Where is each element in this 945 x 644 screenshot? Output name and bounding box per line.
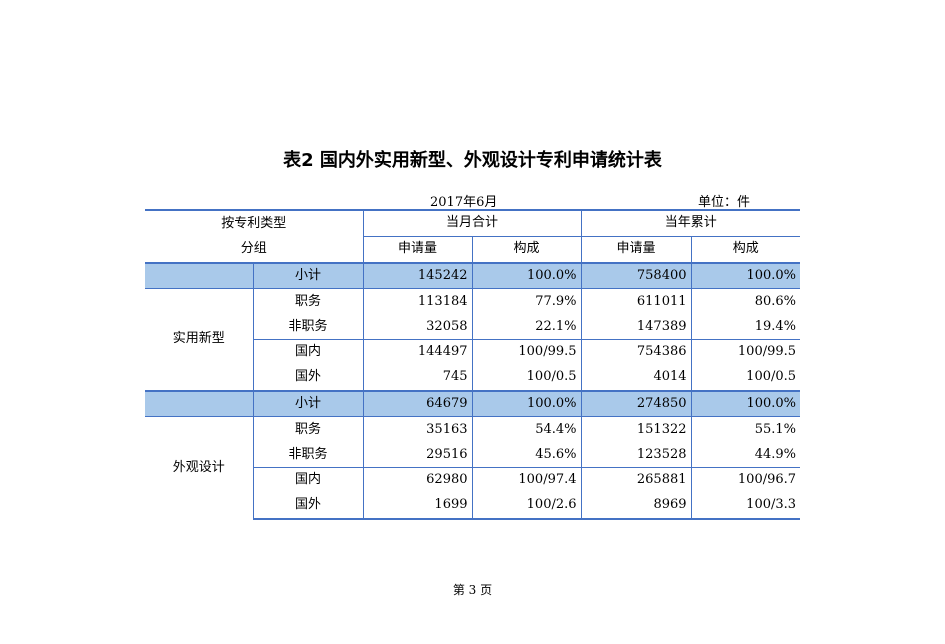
month-applications: 32058 <box>362 314 473 340</box>
month-applications: 62980 <box>362 466 473 493</box>
row-label: 职务 <box>252 288 364 315</box>
year-applications: 4014 <box>580 364 692 391</box>
group-header-line1: 按专利类型 <box>145 208 364 237</box>
section-name: 外观设计 <box>145 416 253 519</box>
month-applications: 145242 <box>362 261 473 289</box>
year-applications: 147389 <box>580 314 692 340</box>
year-applications: 274850 <box>580 389 692 417</box>
unit-label: 单位：件 <box>698 195 751 210</box>
month-applications: 1699 <box>362 492 473 520</box>
year-applications: 8969 <box>580 492 692 520</box>
row-label: 国内 <box>252 466 364 493</box>
month-composition: 100/97.4 <box>471 466 582 493</box>
year-composition: 100.0% <box>690 389 801 417</box>
month-applications: 144497 <box>362 338 473 365</box>
row-label: 小计 <box>252 389 364 417</box>
year-applications: 151322 <box>580 416 692 443</box>
year-composition: 100/99.5 <box>690 338 801 365</box>
year-composition: 80.6% <box>690 288 801 315</box>
month-composition: 100.0% <box>471 261 582 289</box>
month-composition-header: 构成 <box>471 235 582 263</box>
year-applications: 754386 <box>580 338 692 365</box>
row-label: 非职务 <box>252 442 364 468</box>
month-composition: 54.4% <box>471 416 582 443</box>
row-label: 小计 <box>252 261 364 289</box>
year-applications-header: 申请量 <box>580 235 692 263</box>
year-applications: 758400 <box>580 261 692 289</box>
year-applications: 265881 <box>580 466 692 493</box>
row-label: 国外 <box>252 364 364 391</box>
year-composition: 55.1% <box>690 416 801 443</box>
row-label: 国内 <box>252 338 364 365</box>
year-composition: 19.4% <box>690 314 801 340</box>
statistics-table: 按专利类型 当月合计 当年累计 分组 申请量 构成 申请量 构成 小计 1452… <box>145 208 801 520</box>
row-label: 职务 <box>252 416 364 443</box>
month-composition: 100/0.5 <box>471 364 582 391</box>
page-number: 第 3 页 <box>452 583 493 597</box>
year-composition: 44.9% <box>690 442 801 468</box>
month-composition: 100/2.6 <box>471 492 582 520</box>
month-applications: 29516 <box>362 442 473 468</box>
month-composition: 100.0% <box>471 389 582 417</box>
report-month: 2017年6月 <box>430 195 498 210</box>
year-composition: 100/96.7 <box>690 466 801 493</box>
year-applications: 611011 <box>580 288 692 315</box>
month-composition: 100/99.5 <box>471 338 582 365</box>
year-composition: 100/3.3 <box>690 492 801 520</box>
current-month-header: 当月合计 <box>362 208 582 237</box>
year-applications: 123528 <box>580 442 692 468</box>
year-composition: 100.0% <box>690 261 801 289</box>
month-composition: 45.6% <box>471 442 582 468</box>
month-applications: 35163 <box>362 416 473 443</box>
group-header-line2: 分组 <box>240 240 267 256</box>
year-to-date-header: 当年累计 <box>580 208 801 237</box>
month-applications-header: 申请量 <box>362 235 473 263</box>
page-title: 表2 国内外实用新型、外观设计专利申请统计表 <box>283 150 662 171</box>
month-applications: 745 <box>362 364 473 391</box>
month-applications: 113184 <box>362 288 473 315</box>
row-label: 国外 <box>252 492 364 520</box>
month-composition: 22.1% <box>471 314 582 340</box>
year-composition-header: 构成 <box>690 235 801 263</box>
year-composition: 100/0.5 <box>690 364 801 391</box>
month-composition: 77.9% <box>471 288 582 315</box>
row-label: 非职务 <box>252 314 364 340</box>
month-applications: 64679 <box>362 389 473 417</box>
section-name: 实用新型 <box>145 288 253 391</box>
